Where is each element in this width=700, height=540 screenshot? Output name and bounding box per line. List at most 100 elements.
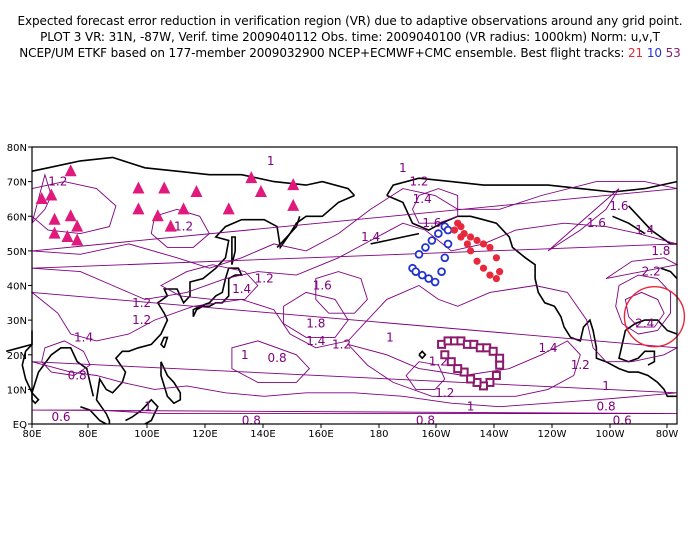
observation-triangle bbox=[287, 178, 300, 191]
coastline bbox=[192, 267, 243, 318]
red-track-point bbox=[479, 264, 488, 272]
lat-tick-label: 40N bbox=[7, 282, 27, 293]
red-track-point bbox=[467, 233, 475, 241]
red-track-point bbox=[460, 229, 468, 238]
contour-value-label: 1.2 bbox=[174, 220, 193, 234]
observation-triangle bbox=[287, 198, 300, 211]
title-line-3-prefix: NCEP/UM ETKF based on 177-member 2009032… bbox=[19, 46, 625, 60]
contour-line bbox=[547, 188, 620, 252]
contour-value-label: 0.8 bbox=[416, 414, 435, 428]
observation-triangle bbox=[132, 202, 145, 215]
contour-line bbox=[615, 274, 671, 335]
coastline bbox=[418, 350, 427, 360]
blue-track-point bbox=[443, 225, 453, 235]
coastline bbox=[125, 398, 159, 425]
contour-value-label: 0.6 bbox=[613, 414, 632, 428]
contour-line bbox=[605, 257, 679, 280]
lat-tick-label: 50N bbox=[7, 247, 27, 258]
contour-value-label: 1.6 bbox=[587, 216, 606, 230]
purple-track-point bbox=[488, 346, 498, 356]
lon-tick-label: 160E bbox=[308, 429, 333, 440]
observation-triangle bbox=[158, 181, 171, 194]
contour-value-label: 1 bbox=[267, 154, 275, 168]
contour-value-label: 0.8 bbox=[242, 414, 261, 428]
coastline bbox=[612, 215, 646, 235]
contour-line bbox=[231, 340, 311, 383]
coastline bbox=[160, 361, 182, 405]
coastline bbox=[276, 216, 301, 248]
contour-line bbox=[315, 271, 368, 314]
lon-tick-label: 80W bbox=[656, 429, 679, 440]
contour-value-label: 1.2 bbox=[132, 296, 151, 310]
contour-value-label: 1.4 bbox=[635, 223, 654, 237]
coastlines bbox=[5, 156, 678, 425]
lat-tick-label: 60N bbox=[7, 212, 27, 223]
contour-line bbox=[31, 409, 678, 415]
axis-ticks: 80E 80E 100E 120E 140E 160E 180 160W 140W 120W 100… bbox=[7, 143, 679, 440]
lon-tick-label: 80E bbox=[78, 429, 97, 440]
red-track-point bbox=[473, 257, 481, 265]
red-track-point bbox=[479, 240, 488, 248]
observation-triangle bbox=[64, 164, 77, 177]
lat-tick-label: 80N bbox=[7, 143, 27, 154]
contour-value-label: 1.2 bbox=[132, 313, 151, 327]
contour-value-label: 1 bbox=[399, 161, 407, 175]
contour-value-label: 1.6 bbox=[609, 199, 628, 213]
contour-lines bbox=[30, 173, 679, 415]
blue-track-point bbox=[421, 243, 430, 252]
blue-track-point bbox=[414, 250, 424, 259]
observation-triangle bbox=[35, 191, 48, 204]
coastline bbox=[660, 267, 678, 280]
blue-track-point bbox=[430, 277, 440, 287]
observation-triangle bbox=[151, 209, 164, 222]
lon-tick-label: 160W bbox=[422, 429, 451, 440]
track-count-blue: 10 bbox=[646, 46, 662, 60]
contour-labels: 1 11.2 1.21.4 1.61.61.21.41.6 1.41.82.21.21.… bbox=[48, 154, 670, 428]
contour-value-label: 0.8 bbox=[68, 369, 87, 383]
contour-value-label: 1.4 bbox=[361, 230, 380, 244]
purple-track-point bbox=[491, 371, 501, 381]
red-track-point bbox=[486, 243, 494, 252]
red-track-point bbox=[454, 219, 462, 227]
lon-tick-label: 100E bbox=[134, 429, 159, 440]
blue-track-point bbox=[411, 267, 421, 276]
red-track-point bbox=[492, 254, 500, 262]
red-track-point bbox=[492, 274, 500, 283]
coastline bbox=[31, 156, 356, 197]
track-count-purple: 53 bbox=[665, 46, 681, 60]
observation-markers bbox=[35, 164, 686, 391]
contour-value-label: 1 bbox=[241, 348, 249, 362]
red-track-point bbox=[450, 226, 459, 234]
lon-tick-label: 120E bbox=[192, 429, 217, 440]
title-line-3: NCEP/UM ETKF based on 177-member 2009032… bbox=[0, 46, 700, 61]
contour-value-label: 1.4 bbox=[74, 330, 93, 344]
purple-track-point bbox=[453, 364, 463, 374]
contour-value-label: 1.8 bbox=[651, 244, 670, 258]
coastline bbox=[5, 343, 33, 353]
coastline bbox=[80, 405, 107, 425]
observation-triangle bbox=[61, 230, 74, 243]
observation-triangle bbox=[222, 202, 235, 215]
observation-triangle bbox=[71, 219, 84, 232]
contour-value-label: 1.8 bbox=[306, 317, 325, 331]
contour-line bbox=[624, 291, 665, 328]
contour-value-label: 1 bbox=[144, 400, 152, 414]
blue-track-point bbox=[440, 253, 450, 263]
observation-triangle bbox=[177, 202, 190, 215]
purple-track-point bbox=[495, 360, 505, 370]
observation-triangle bbox=[164, 219, 177, 232]
contour-value-label: 1.2 bbox=[571, 358, 590, 372]
lat-tick-label: EQ bbox=[13, 420, 27, 431]
observation-triangle bbox=[254, 185, 267, 198]
contour-value-label: 1.4 bbox=[232, 282, 251, 296]
contour-value-label: 2.4 bbox=[635, 317, 654, 331]
contour-value-label: 1.4 bbox=[306, 334, 325, 348]
title-line-1: Expected forecast error reduction in ver… bbox=[17, 14, 683, 28]
red-track-point bbox=[467, 247, 475, 255]
blue-track-point bbox=[424, 274, 433, 283]
blue-track-point bbox=[434, 229, 443, 238]
lon-tick-label: 140W bbox=[480, 429, 509, 440]
observation-triangle bbox=[190, 185, 203, 198]
lon-tick-label: 180 bbox=[369, 429, 388, 440]
